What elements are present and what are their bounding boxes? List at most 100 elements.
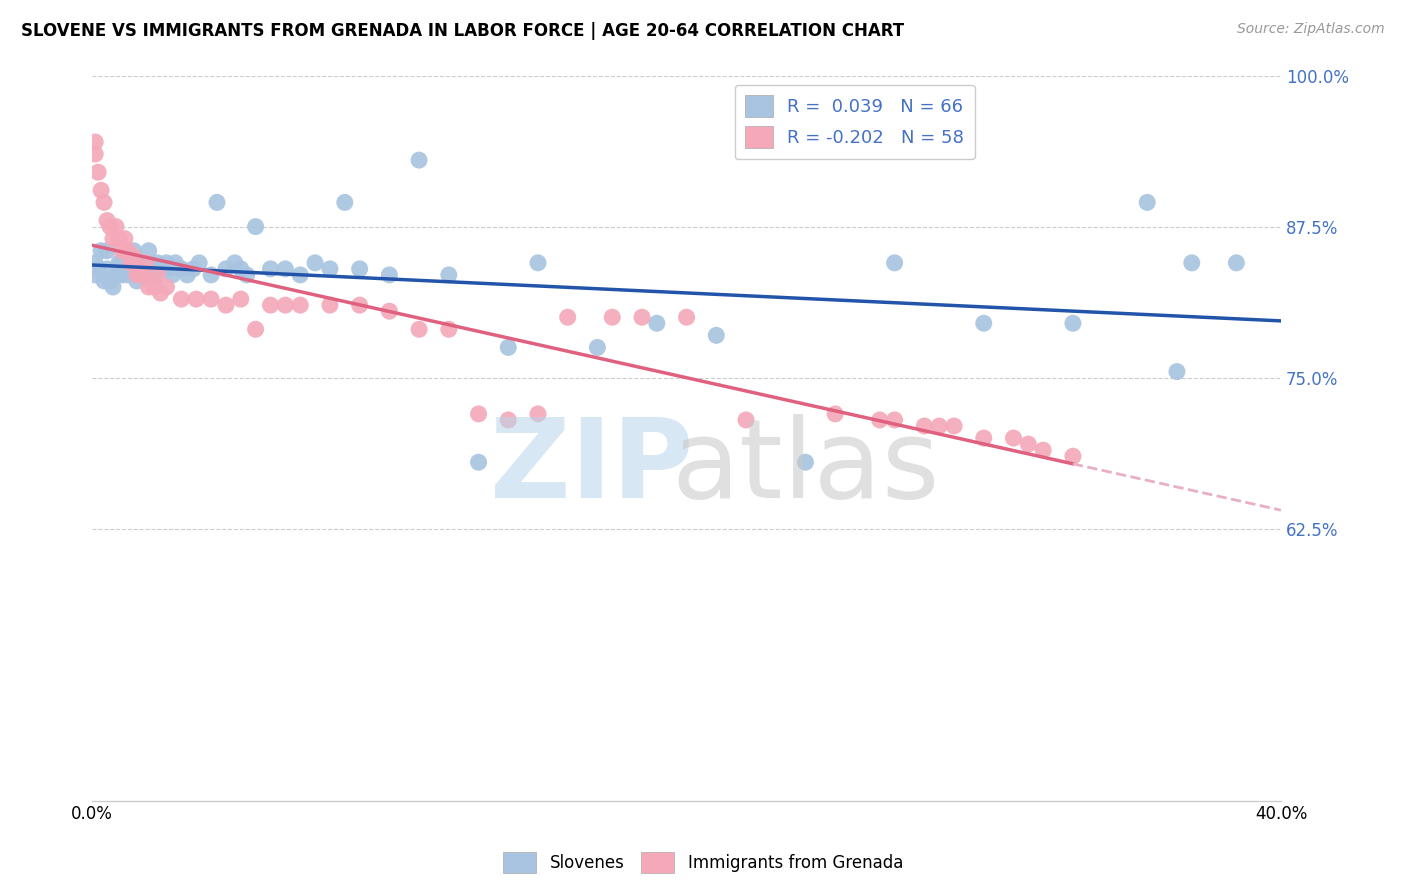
Point xyxy=(259,261,281,276)
Point xyxy=(120,256,142,270)
Point xyxy=(188,256,211,270)
Text: SLOVENE VS IMMIGRANTS FROM GRENADA IN LABOR FORCE | AGE 20-64 CORRELATION CHART: SLOVENE VS IMMIGRANTS FROM GRENADA IN LA… xyxy=(21,22,904,40)
Point xyxy=(159,261,181,276)
Point xyxy=(408,153,430,168)
Point xyxy=(496,413,519,427)
Point xyxy=(205,195,228,210)
Point xyxy=(1002,431,1025,445)
Point xyxy=(200,292,222,306)
Point xyxy=(128,261,150,276)
Point xyxy=(704,328,727,343)
Point xyxy=(973,316,995,330)
Point xyxy=(943,419,966,434)
Point xyxy=(319,261,342,276)
Point xyxy=(120,256,142,270)
Point xyxy=(883,256,905,270)
Point xyxy=(274,298,297,312)
Point xyxy=(170,292,193,306)
Point xyxy=(135,256,157,270)
Point xyxy=(527,407,550,421)
Legend: Slovenes, Immigrants from Grenada: Slovenes, Immigrants from Grenada xyxy=(496,846,910,880)
Point xyxy=(912,419,935,434)
Point xyxy=(467,407,489,421)
Point xyxy=(200,268,222,282)
Point xyxy=(149,286,172,301)
Point xyxy=(1017,437,1039,451)
Point xyxy=(675,310,697,325)
Point xyxy=(122,250,145,264)
Point xyxy=(101,232,124,246)
Point xyxy=(645,316,668,330)
Point xyxy=(928,419,950,434)
Point xyxy=(229,292,252,306)
Point xyxy=(84,256,107,270)
Point xyxy=(84,147,107,161)
Point xyxy=(141,274,163,288)
Point xyxy=(1225,256,1247,270)
Point xyxy=(135,256,157,270)
Point xyxy=(235,268,257,282)
Point xyxy=(496,340,519,354)
Point xyxy=(467,455,489,469)
Point xyxy=(245,219,267,234)
Point xyxy=(1032,443,1054,458)
Point xyxy=(215,298,238,312)
Point xyxy=(824,407,846,421)
Point xyxy=(98,219,121,234)
Point xyxy=(96,261,118,276)
Point xyxy=(181,261,204,276)
Point xyxy=(631,310,654,325)
Point xyxy=(93,274,115,288)
Point xyxy=(114,232,136,246)
Point xyxy=(87,261,110,276)
Point xyxy=(111,244,134,258)
Point xyxy=(259,298,281,312)
Point xyxy=(224,256,246,270)
Point xyxy=(186,292,208,306)
Point xyxy=(143,280,166,294)
Point xyxy=(93,195,115,210)
Point xyxy=(794,455,817,469)
Point xyxy=(117,244,139,258)
Point xyxy=(883,413,905,427)
Point xyxy=(586,340,609,354)
Text: Source: ZipAtlas.com: Source: ZipAtlas.com xyxy=(1237,22,1385,37)
Point xyxy=(215,261,238,276)
Point xyxy=(333,195,356,210)
Text: ZIP: ZIP xyxy=(489,414,693,521)
Point xyxy=(84,135,107,149)
Point xyxy=(96,244,118,258)
Point xyxy=(869,413,891,427)
Text: atlas: atlas xyxy=(671,414,939,521)
Point xyxy=(98,274,121,288)
Legend: R =  0.039   N = 66, R = -0.202   N = 58: R = 0.039 N = 66, R = -0.202 N = 58 xyxy=(735,85,974,160)
Point xyxy=(735,413,758,427)
Point xyxy=(1181,256,1204,270)
Point xyxy=(138,244,160,258)
Point xyxy=(349,261,371,276)
Point xyxy=(290,298,312,312)
Point xyxy=(149,261,172,276)
Point xyxy=(408,322,430,336)
Point xyxy=(973,431,995,445)
Point xyxy=(1062,316,1084,330)
Point xyxy=(170,261,193,276)
Point xyxy=(1166,365,1188,379)
Point xyxy=(349,298,371,312)
Point xyxy=(111,256,134,270)
Point xyxy=(104,268,127,282)
Point xyxy=(108,232,131,246)
Point xyxy=(527,256,550,270)
Point xyxy=(125,268,148,282)
Point xyxy=(155,256,177,270)
Point xyxy=(245,322,267,336)
Point xyxy=(378,304,401,318)
Point xyxy=(117,268,139,282)
Point xyxy=(437,268,460,282)
Point xyxy=(96,213,118,227)
Point xyxy=(90,183,112,197)
Point xyxy=(143,268,166,282)
Point xyxy=(304,256,326,270)
Point xyxy=(125,274,148,288)
Point xyxy=(125,256,148,270)
